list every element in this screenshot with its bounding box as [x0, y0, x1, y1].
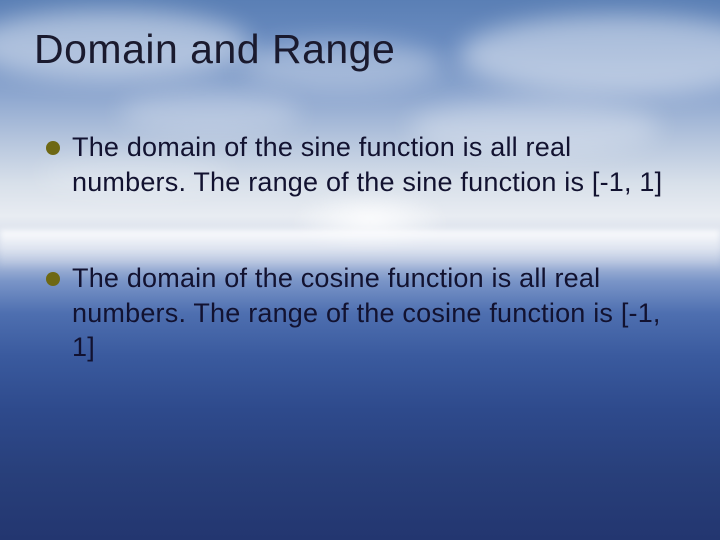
slide-title: Domain and Range [34, 26, 395, 73]
bullet-item: The domain of the sine function is all r… [46, 130, 670, 199]
slide: Domain and Range The domain of the sine … [0, 0, 720, 540]
bullet-text: The domain of the sine function is all r… [72, 130, 670, 199]
bullet-dot-icon [46, 141, 60, 155]
bullet-item: The domain of the cosine function is all… [46, 261, 670, 365]
bullet-text: The domain of the cosine function is all… [72, 261, 670, 365]
slide-body: The domain of the sine function is all r… [46, 130, 670, 427]
bullet-dot-icon [46, 272, 60, 286]
